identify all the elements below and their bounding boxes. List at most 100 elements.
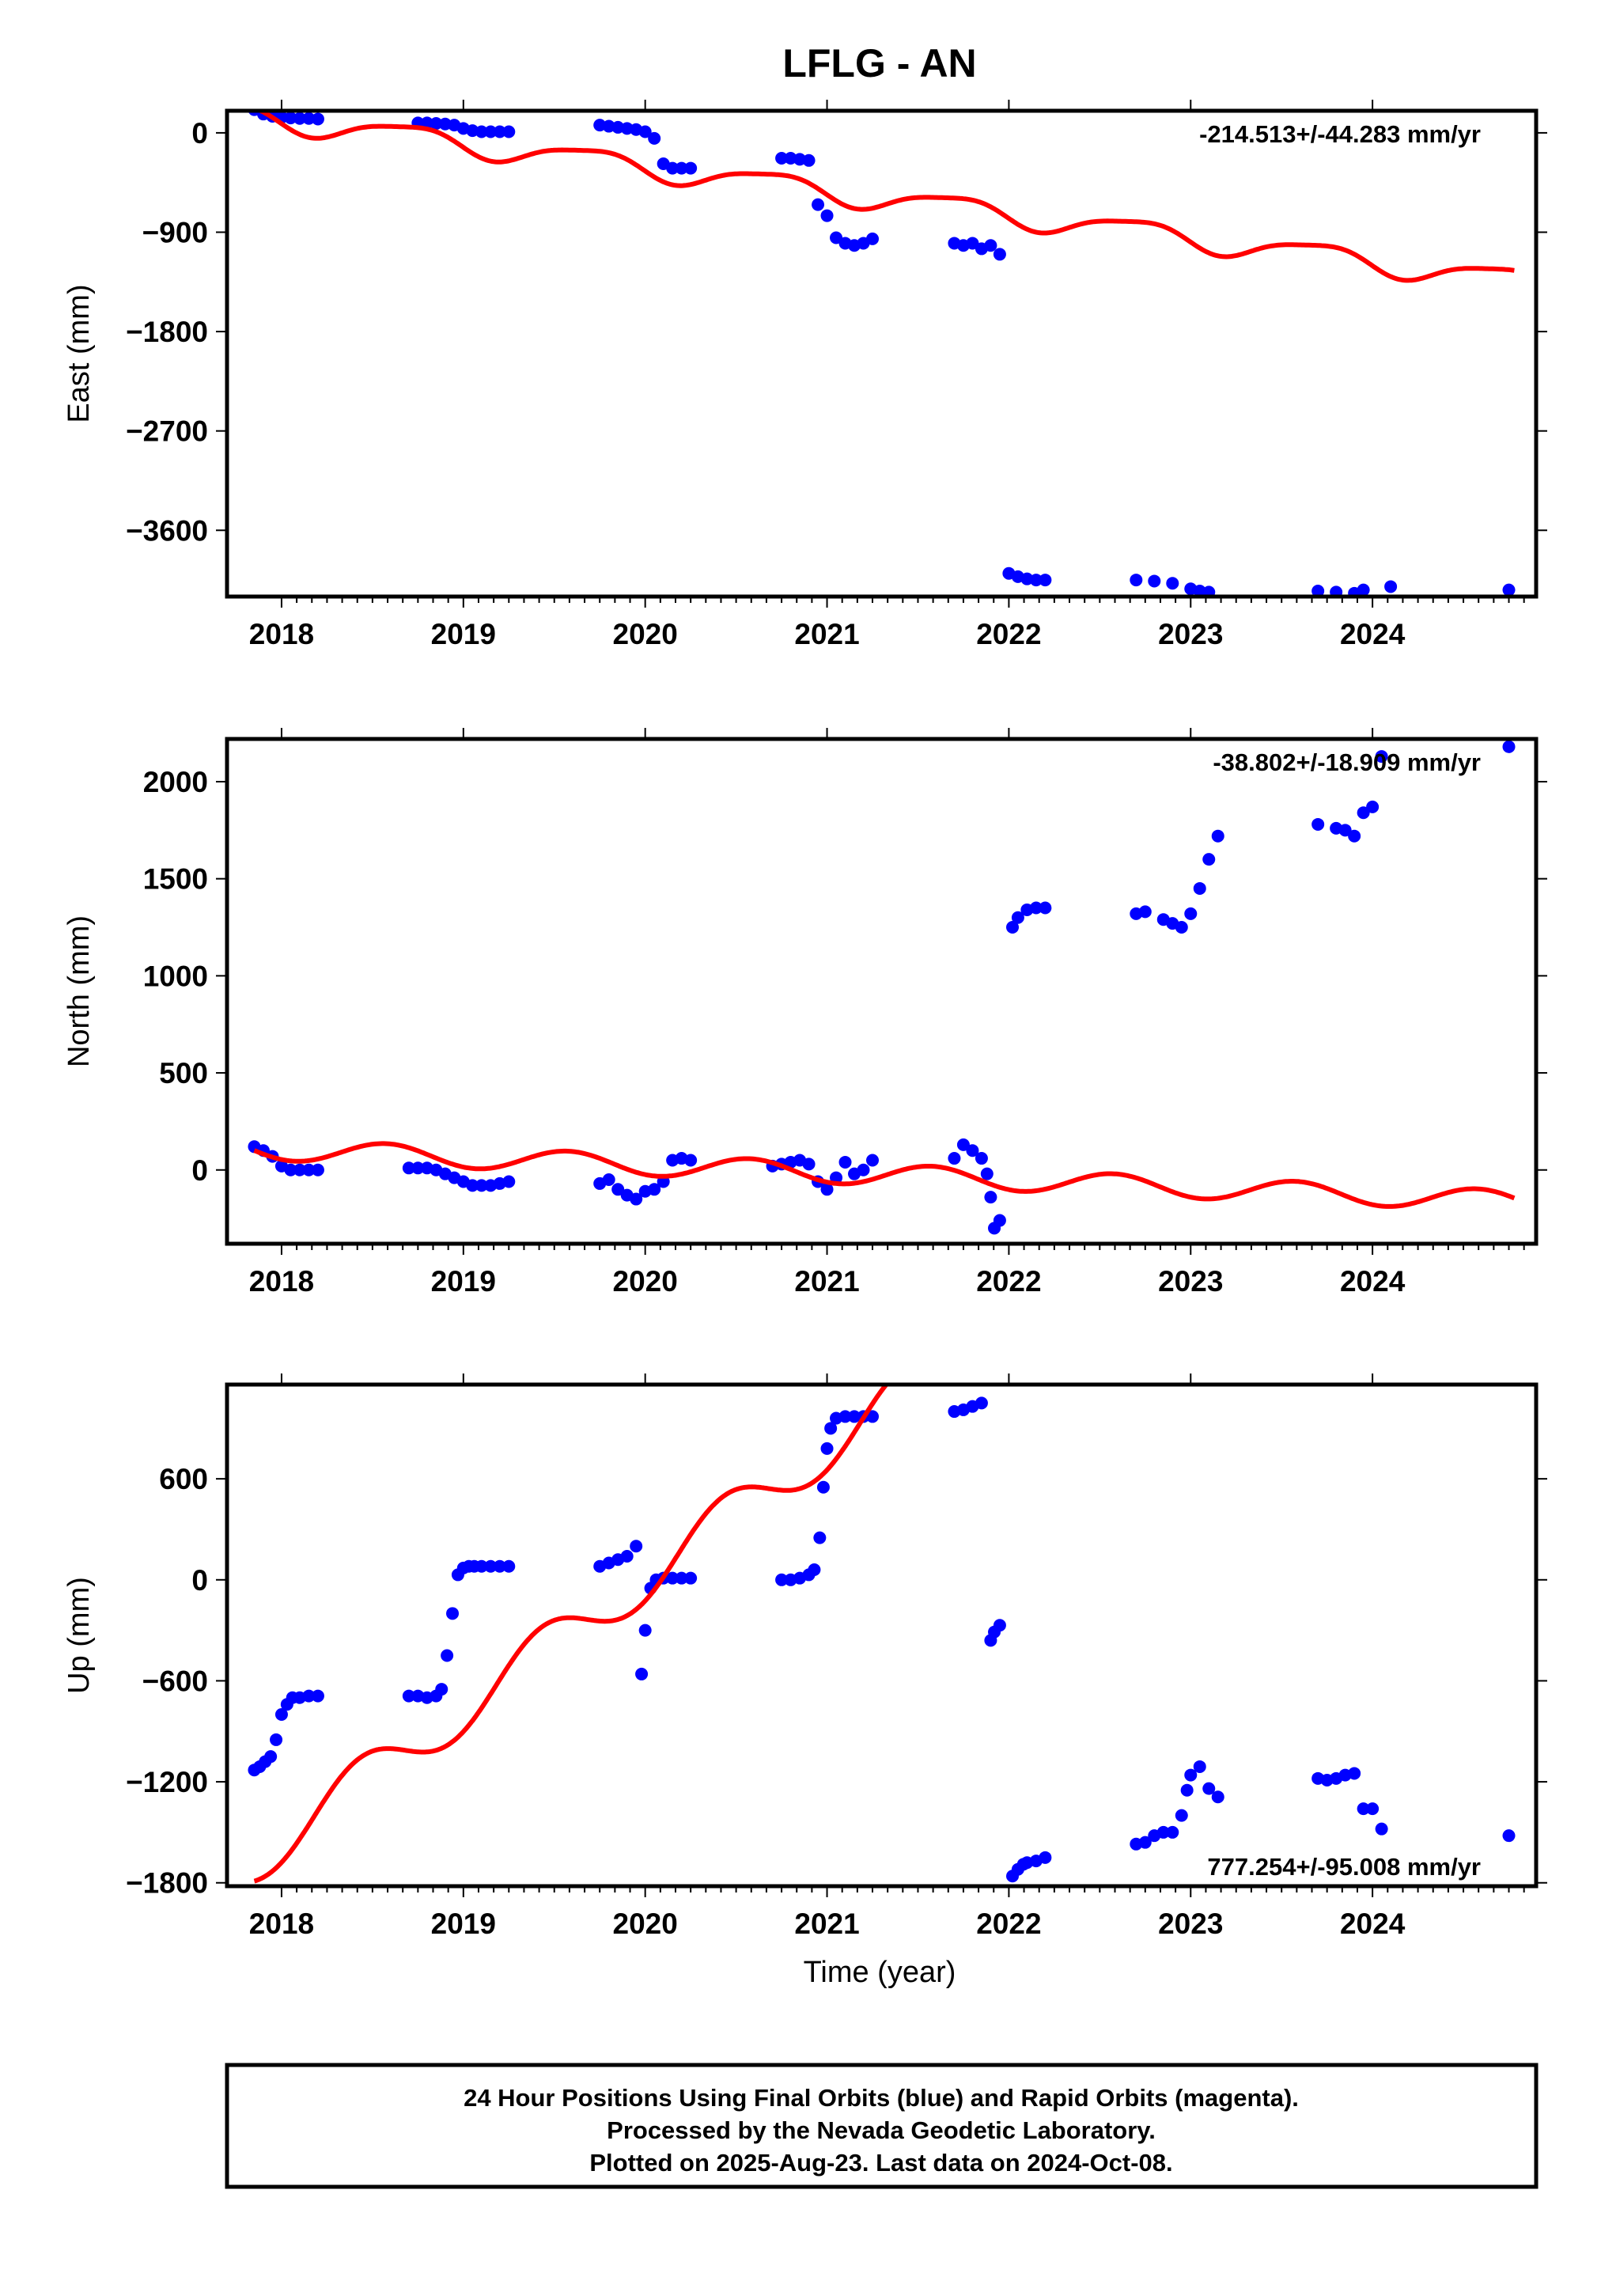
y-tick-label: 0 (191, 1154, 208, 1187)
model-fit-line (253, 1141, 1516, 1209)
x-tick-label: 2020 (613, 1265, 678, 1298)
data-point (1193, 1760, 1206, 1773)
data-point (484, 125, 498, 138)
footer-box: 24 Hour Positions Using Final Orbits (bl… (225, 2063, 1539, 2189)
data-point (775, 152, 789, 165)
data-point (1193, 881, 1206, 895)
x-tick-label: 2019 (431, 1908, 496, 1940)
data-point (813, 1531, 827, 1544)
data-point (1148, 574, 1161, 588)
data-point (1311, 817, 1325, 831)
x-tick-label: 2024 (1340, 618, 1406, 650)
data-point (993, 1214, 1006, 1227)
y-tick-label: 1500 (143, 863, 208, 896)
data-point (475, 125, 488, 138)
data-point (984, 239, 997, 252)
data-point (1175, 921, 1188, 934)
data-point (446, 1607, 460, 1620)
data-point (775, 1573, 789, 1586)
data-point (675, 1571, 688, 1585)
data-point (466, 1179, 479, 1192)
data-point (293, 112, 306, 125)
data-point (635, 1667, 649, 1680)
data-point (648, 131, 661, 145)
plot-area (248, 1385, 1516, 1884)
data-point (1166, 1825, 1179, 1839)
footer-line-1: 24 Hour Positions Using Final Orbits (bl… (464, 2084, 1299, 2112)
data-point (1130, 574, 1143, 587)
data-point (411, 1161, 425, 1175)
data-point (956, 1138, 970, 1151)
data-point (824, 1422, 838, 1435)
data-point (493, 1559, 506, 1573)
data-point (808, 1563, 821, 1577)
data-point (274, 1707, 288, 1721)
data-point (1029, 574, 1043, 587)
data-point (802, 153, 816, 167)
x-axis-label: Time (year) (804, 1956, 956, 1989)
x-tick-label: 2018 (249, 618, 314, 650)
data-point (675, 161, 688, 175)
y-tick-label: 0 (191, 117, 208, 150)
y-tick-label: −3600 (126, 514, 208, 547)
x-tick-label: 2020 (613, 618, 678, 650)
model-fit-line (255, 111, 1515, 283)
data-point (666, 1571, 679, 1585)
data-point (402, 1161, 415, 1175)
data-point (284, 1163, 297, 1176)
y-axis-label: East (mm) (62, 284, 96, 422)
data-point (984, 1191, 997, 1204)
y-axis-label: Up (mm) (62, 1577, 96, 1694)
data-point (1184, 907, 1198, 920)
x-tick-label: 2022 (976, 1908, 1041, 1940)
data-point (1202, 1782, 1216, 1795)
data-point (838, 1155, 852, 1169)
data-point (284, 112, 297, 125)
data-point (830, 231, 843, 244)
data-point (430, 117, 443, 131)
data-point (993, 1619, 1006, 1632)
data-point (684, 161, 698, 175)
data-point (666, 161, 679, 175)
data-point (1375, 750, 1388, 763)
data-point (1029, 901, 1043, 915)
y-tick-label: −1800 (126, 316, 208, 348)
x-tick-label: 2019 (431, 618, 496, 650)
data-point (1357, 1802, 1370, 1816)
data-point (620, 1550, 634, 1563)
rate-label: -38.802+/-18.909 mm/yr (1213, 748, 1481, 776)
data-point (1375, 1822, 1388, 1836)
data-point (293, 1163, 306, 1176)
data-point (648, 1183, 661, 1196)
data-point (1502, 583, 1516, 597)
y-tick-label: −2700 (126, 415, 208, 448)
x-tick-label: 2023 (1158, 618, 1223, 650)
data-point (980, 1167, 994, 1180)
y-tick-label: 2000 (143, 766, 208, 798)
plot-area (248, 111, 1516, 597)
model-fit-line (253, 1385, 890, 1884)
data-point (1502, 1829, 1516, 1843)
data-point (302, 112, 316, 125)
data-point (302, 1689, 316, 1703)
x-tick-label: 2022 (976, 618, 1041, 650)
data-point (802, 1157, 816, 1171)
footer-line-2: Processed by the Nevada Geodetic Laborat… (607, 2116, 1156, 2144)
data-point (948, 1152, 961, 1165)
data-point (270, 1733, 283, 1746)
x-tick-label: 2024 (1340, 1265, 1406, 1298)
data-point (816, 1480, 830, 1494)
panel-east: 2018 2019 2020 2021 2022 2023 2024 0 −900 −1800 −2… (62, 100, 1547, 650)
data-point (820, 1183, 834, 1196)
data-point (820, 209, 834, 222)
x-tick-label: 2021 (794, 618, 859, 650)
data-point (1166, 577, 1179, 590)
data-point (866, 232, 880, 245)
data-point (975, 1152, 988, 1165)
panel-up: 2018 2019 2020 2021 2022 2023 2024 600 0 −600 −120… (62, 1373, 1547, 1940)
x-tick-label: 2024 (1340, 1908, 1406, 1940)
data-point (812, 198, 825, 211)
data-point (1357, 806, 1370, 820)
y-tick-label: −900 (142, 217, 208, 249)
